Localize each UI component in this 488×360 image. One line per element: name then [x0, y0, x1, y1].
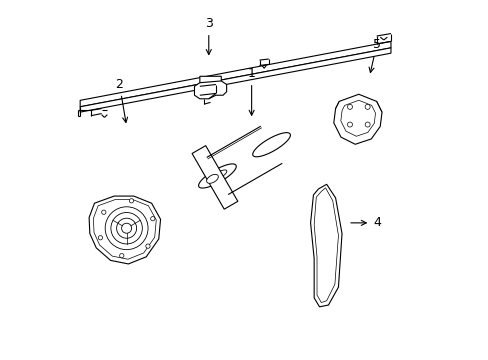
- Polygon shape: [206, 174, 218, 183]
- Text: 4: 4: [350, 216, 380, 229]
- Circle shape: [365, 104, 369, 109]
- Circle shape: [102, 210, 106, 215]
- Polygon shape: [194, 76, 226, 99]
- Polygon shape: [333, 94, 381, 144]
- Polygon shape: [207, 170, 226, 182]
- Text: 3: 3: [204, 17, 212, 54]
- Circle shape: [120, 253, 123, 258]
- Circle shape: [347, 122, 352, 127]
- Polygon shape: [192, 146, 237, 209]
- Polygon shape: [198, 164, 236, 188]
- Circle shape: [150, 217, 155, 221]
- Text: 2: 2: [115, 78, 127, 122]
- Polygon shape: [89, 196, 160, 264]
- Polygon shape: [340, 100, 375, 136]
- Circle shape: [122, 223, 131, 233]
- Polygon shape: [252, 132, 290, 157]
- Text: 5: 5: [368, 39, 380, 72]
- Circle shape: [116, 218, 136, 238]
- Polygon shape: [313, 188, 338, 302]
- Circle shape: [145, 244, 150, 248]
- Circle shape: [365, 122, 369, 127]
- Polygon shape: [310, 184, 341, 307]
- Circle shape: [129, 199, 133, 203]
- Polygon shape: [93, 199, 156, 259]
- Polygon shape: [80, 41, 390, 107]
- Circle shape: [111, 212, 142, 244]
- Circle shape: [347, 104, 352, 109]
- Circle shape: [98, 235, 102, 240]
- Circle shape: [105, 207, 148, 249]
- Polygon shape: [80, 48, 390, 112]
- Text: 1: 1: [247, 67, 255, 115]
